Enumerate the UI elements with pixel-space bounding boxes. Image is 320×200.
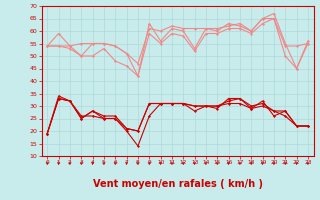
X-axis label: Vent moyen/en rafales ( km/h ): Vent moyen/en rafales ( km/h ): [92, 179, 263, 189]
